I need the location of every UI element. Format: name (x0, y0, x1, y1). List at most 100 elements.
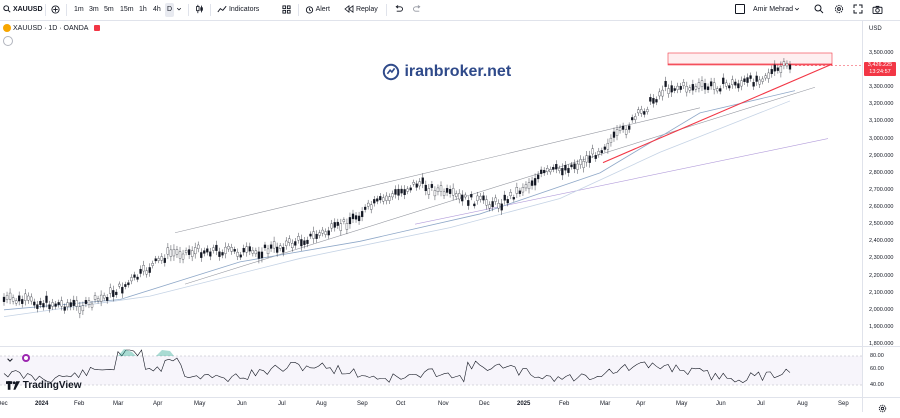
symbol-search[interactable]: XAUUSD (3, 3, 43, 17)
candle-body (524, 184, 528, 189)
candle-body (187, 249, 191, 255)
chart-type-button[interactable] (195, 3, 204, 17)
timeframe-1h[interactable]: 1h (139, 6, 147, 13)
price-axis[interactable]: 3,500.0003,400.0003,300.0003,200.0003,10… (862, 20, 900, 395)
candle-body (697, 82, 701, 89)
alert-label: Alert (315, 6, 330, 13)
rsi-axis-label: 40.00 (870, 382, 884, 388)
candle-body (433, 190, 437, 197)
channel-upper-line[interactable] (174, 107, 701, 234)
candle-body (415, 183, 418, 188)
support-trend-line[interactable] (602, 63, 833, 164)
candle-body (300, 239, 303, 247)
price-chart[interactable] (0, 20, 862, 346)
candle-body (224, 246, 227, 254)
candle-body (272, 241, 276, 249)
candle-body (39, 300, 42, 305)
candle-body (512, 197, 515, 200)
candles-icon (196, 4, 203, 14)
time-axis-label: May (676, 401, 688, 407)
replay-button[interactable]: Replay (344, 3, 378, 17)
candle-body (655, 99, 658, 103)
candle-body (136, 276, 139, 280)
user-menu-dropdown[interactable] (794, 3, 800, 17)
candle-body (266, 248, 270, 255)
redo-button[interactable] (413, 3, 422, 17)
time-axis-settings-button[interactable] (878, 400, 887, 418)
indicators-button[interactable]: Indicators (217, 3, 259, 17)
candle-body (467, 200, 470, 206)
candle-body (221, 252, 224, 256)
compare-button[interactable] (51, 3, 60, 17)
candle-body (667, 88, 670, 94)
candle-body (370, 204, 373, 210)
search-icon (814, 4, 824, 14)
candle-body (479, 195, 482, 200)
price-axis-label: 3,000.000 (869, 135, 894, 142)
candle-body (382, 197, 385, 202)
candle-body (87, 300, 91, 305)
candle-body (621, 125, 625, 130)
checkbox-icon (735, 4, 745, 15)
candle-body (342, 219, 346, 222)
candle-body (749, 75, 752, 79)
timeframe-15m[interactable]: 15m (120, 6, 134, 13)
layouts-button[interactable] (282, 3, 291, 17)
candle-body (160, 256, 163, 261)
screenshot-button[interactable] (872, 3, 883, 17)
rsi-indicator-icon[interactable] (21, 350, 31, 368)
timeframe-5m[interactable]: 5m (104, 6, 114, 13)
candle-body (558, 168, 561, 171)
rsi-axis[interactable]: 80.00 60.00 40.00 (862, 347, 900, 397)
timeframe-3m[interactable]: 3m (89, 6, 99, 13)
quick-search-button[interactable] (814, 3, 824, 17)
candle-body (485, 199, 488, 206)
undo-button[interactable] (394, 3, 403, 17)
resistance-zone[interactable] (667, 52, 833, 66)
time-axis-label: 2024 (35, 401, 49, 407)
candle-body (148, 267, 151, 273)
long-trend-line[interactable] (414, 138, 829, 225)
candle-body (191, 250, 194, 257)
candle-body (315, 233, 318, 239)
timeframe-4h[interactable]: 4h (153, 6, 161, 13)
time-axis-label: Apr (636, 401, 646, 407)
candle-body (470, 194, 473, 198)
candle-body (175, 249, 179, 255)
timeframe-d[interactable]: D (165, 3, 175, 17)
rsi-line (3, 349, 791, 384)
candle-body (394, 189, 397, 195)
candle-body (533, 178, 537, 186)
candle-body (709, 81, 713, 87)
alert-button[interactable]: Alert (305, 3, 330, 17)
tradingview-icon (6, 381, 20, 390)
candle-body (345, 223, 349, 230)
candle-body (615, 129, 619, 136)
symbol-legend[interactable]: XAUUSD · 1D · OANDA (3, 24, 101, 32)
candle-body (203, 250, 206, 254)
candle-body (318, 232, 321, 236)
fullscreen-button[interactable] (853, 3, 863, 17)
rsi-pane[interactable] (0, 347, 862, 397)
layout-checkbox[interactable]: Amir Mehrad (735, 3, 793, 17)
candle-body (75, 300, 78, 307)
candle-body (546, 168, 549, 172)
candle-body (406, 188, 409, 192)
rsi-collapse-button[interactable] (6, 351, 14, 369)
settings-button[interactable] (834, 3, 844, 17)
price-axis-label: 3,200.000 (869, 101, 894, 108)
timeframe-dropdown[interactable] (176, 3, 182, 17)
candle-body (609, 137, 613, 143)
candle-body (740, 80, 743, 87)
candle-body (521, 187, 525, 193)
price-axis-label: 2,200.000 (869, 272, 894, 279)
legend-collapse-icon[interactable] (3, 36, 13, 46)
candle-body (84, 300, 88, 304)
candle-body (694, 86, 698, 90)
time-axis[interactable]: Dec 2024 Feb Mar Apr May Jun Jul Aug Sep Oct Nov Dec… (0, 397, 862, 412)
timeframe-1m[interactable]: 1m (74, 6, 84, 13)
candle-body (682, 82, 685, 86)
candle-body (767, 72, 770, 79)
candle-body (282, 247, 285, 253)
channel-lower-line[interactable] (184, 86, 816, 285)
